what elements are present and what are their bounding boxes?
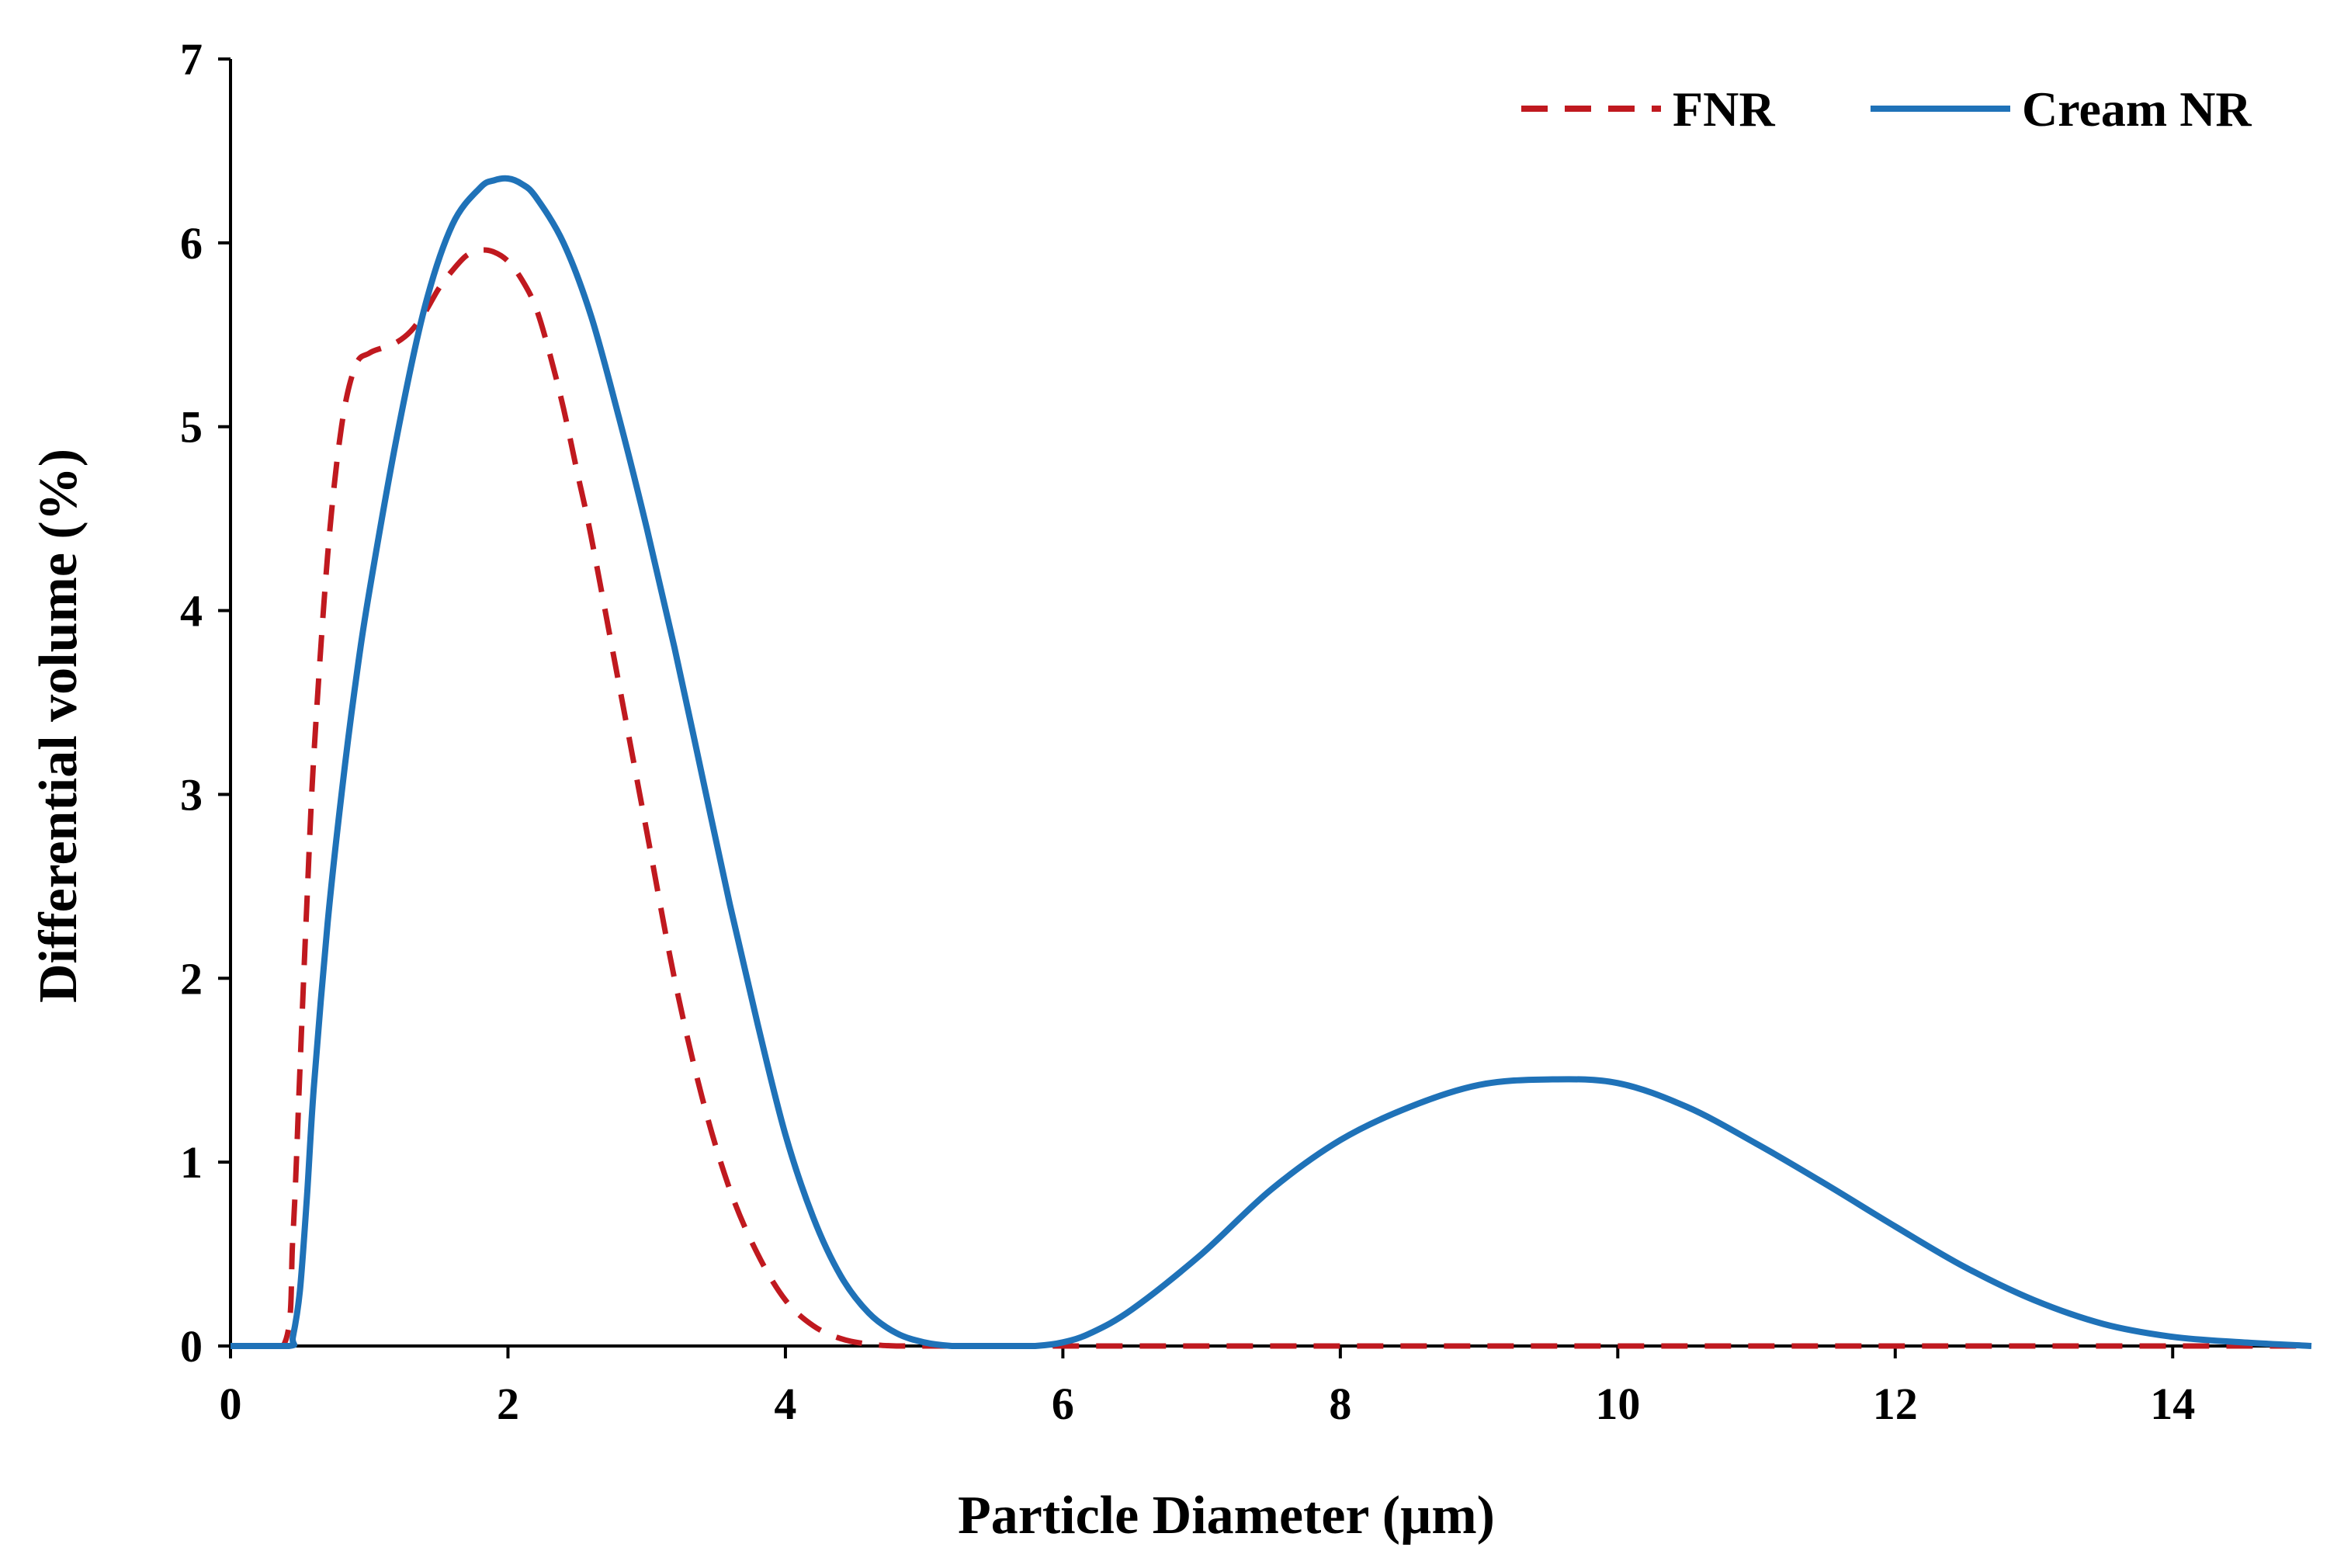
y-tick-label: 3 bbox=[180, 769, 203, 820]
x-tick-label: 0 bbox=[220, 1379, 242, 1429]
x-axis-ticks: 0 2 4 6 8 10 12 14 bbox=[220, 1346, 2195, 1429]
x-tick-label: 2 bbox=[497, 1379, 519, 1429]
x-axis-title: Particle Diameter (µm) bbox=[958, 1486, 1495, 1545]
series-line-cream-nr bbox=[231, 175, 2312, 1350]
x-tick-label: 8 bbox=[1329, 1379, 1351, 1429]
y-tick-label: 6 bbox=[180, 218, 203, 269]
x-tick-label: 14 bbox=[2150, 1379, 2195, 1429]
legend-label-fnr: FNR bbox=[1673, 82, 1775, 137]
y-tick-label: 0 bbox=[180, 1321, 203, 1372]
x-tick-label: 12 bbox=[1873, 1379, 1918, 1429]
y-axis-ticks: 0 1 2 3 4 5 6 7 bbox=[180, 34, 231, 1372]
x-tick-label: 4 bbox=[774, 1379, 796, 1429]
y-tick-label: 1 bbox=[180, 1137, 203, 1188]
x-tick-label: 6 bbox=[1052, 1379, 1074, 1429]
x-tick-label: 10 bbox=[1595, 1379, 1640, 1429]
legend-label-cream-nr: Cream NR bbox=[2022, 82, 2252, 137]
plot-area bbox=[229, 59, 2311, 1348]
y-tick-label: 4 bbox=[180, 586, 203, 637]
series-layer bbox=[231, 175, 2312, 1350]
y-tick-label: 7 bbox=[180, 34, 203, 85]
legend: FNR Cream NR bbox=[1521, 82, 2252, 137]
y-tick-label: 5 bbox=[180, 402, 203, 453]
series-line-fnr bbox=[231, 247, 2311, 1349]
y-axis-title: Differential volume (%) bbox=[29, 449, 88, 1003]
y-tick-label: 2 bbox=[180, 953, 203, 1004]
